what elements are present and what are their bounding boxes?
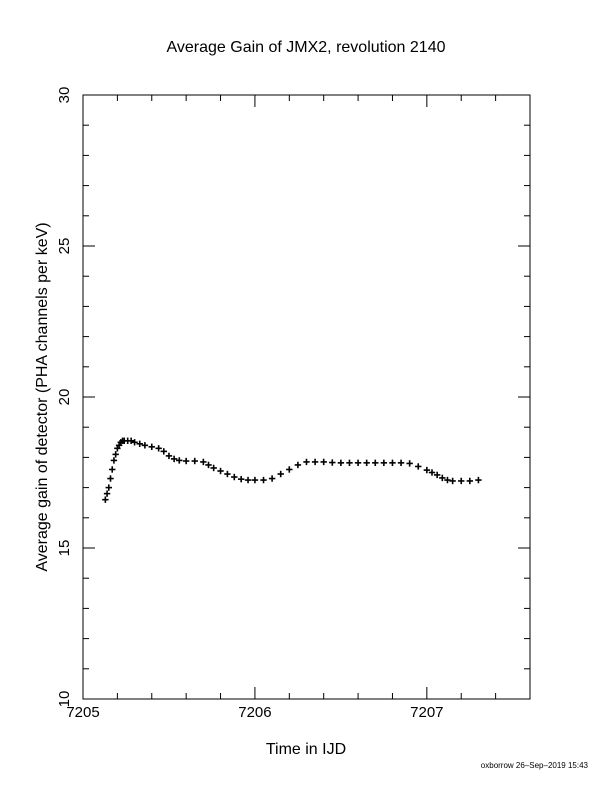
data-point [320,458,327,466]
data-point [109,466,116,473]
data-point [237,475,245,483]
data-point [303,458,310,466]
data-point [311,458,319,466]
x-tick-label: 7207 [410,704,443,721]
axis-ticks [82,94,531,700]
data-point [224,470,231,478]
data-point [141,442,149,449]
data-point [107,475,114,482]
data-point [329,459,336,466]
data-point [458,477,465,485]
data-point [337,459,345,467]
data-point [294,461,302,469]
data-point [160,448,168,455]
data-point [176,457,183,464]
data-point [433,471,441,479]
data-point [155,445,162,452]
data-point [231,473,238,481]
data-point [170,455,178,463]
x-tick-label: 7206 [238,704,271,721]
data-point [210,464,217,472]
data-point [449,477,456,485]
data-point [244,476,252,484]
data-point [205,461,212,469]
y-tick-label: 25 [56,238,73,255]
data-point [428,469,436,476]
data-point [105,484,112,491]
data-point [268,475,276,482]
data-point [217,467,224,475]
data-points [102,437,482,503]
data-point [131,439,138,446]
data-point [136,440,143,448]
y-tick-label: 30 [56,87,73,104]
data-point [102,496,109,503]
data-point [251,476,259,484]
data-point [439,474,446,482]
data-point [363,459,370,467]
data-point [110,457,118,464]
y-tick-label: 15 [56,540,73,557]
data-point [380,459,388,467]
data-point [354,459,362,467]
data-point [466,477,474,485]
data-point [182,457,190,465]
y-tick-label: 10 [56,691,73,708]
data-point [148,443,155,451]
data-point [397,459,405,467]
data-point [112,451,119,458]
data-point [200,458,207,466]
y-tick-label: 20 [56,389,73,406]
data-point [165,452,173,460]
data-point [423,466,431,474]
data-point [127,437,135,444]
data-point [260,476,267,484]
data-point [406,460,413,467]
data-point [444,476,451,484]
chart-title: Average Gain of JMX2, revolution 2140 [167,39,446,56]
footer-credit: oxborrow 26–Sep–2019 15:43 [481,761,589,770]
data-point [415,463,422,470]
data-point [277,470,284,478]
data-point [372,459,379,467]
data-point [346,459,353,467]
data-point [103,490,111,497]
plot-frame [82,94,531,700]
data-point [191,457,198,465]
y-axis-label: Average gain of detector (PHA channels p… [34,222,51,571]
x-tick-label: 7205 [66,704,99,721]
data-point [389,459,396,467]
x-axis-label: Time in IJD [266,741,346,758]
data-point [475,476,482,484]
data-point [286,466,293,473]
axis-tick-labels: 7205 7206 7207 10 15 20 25 30 [56,87,444,721]
